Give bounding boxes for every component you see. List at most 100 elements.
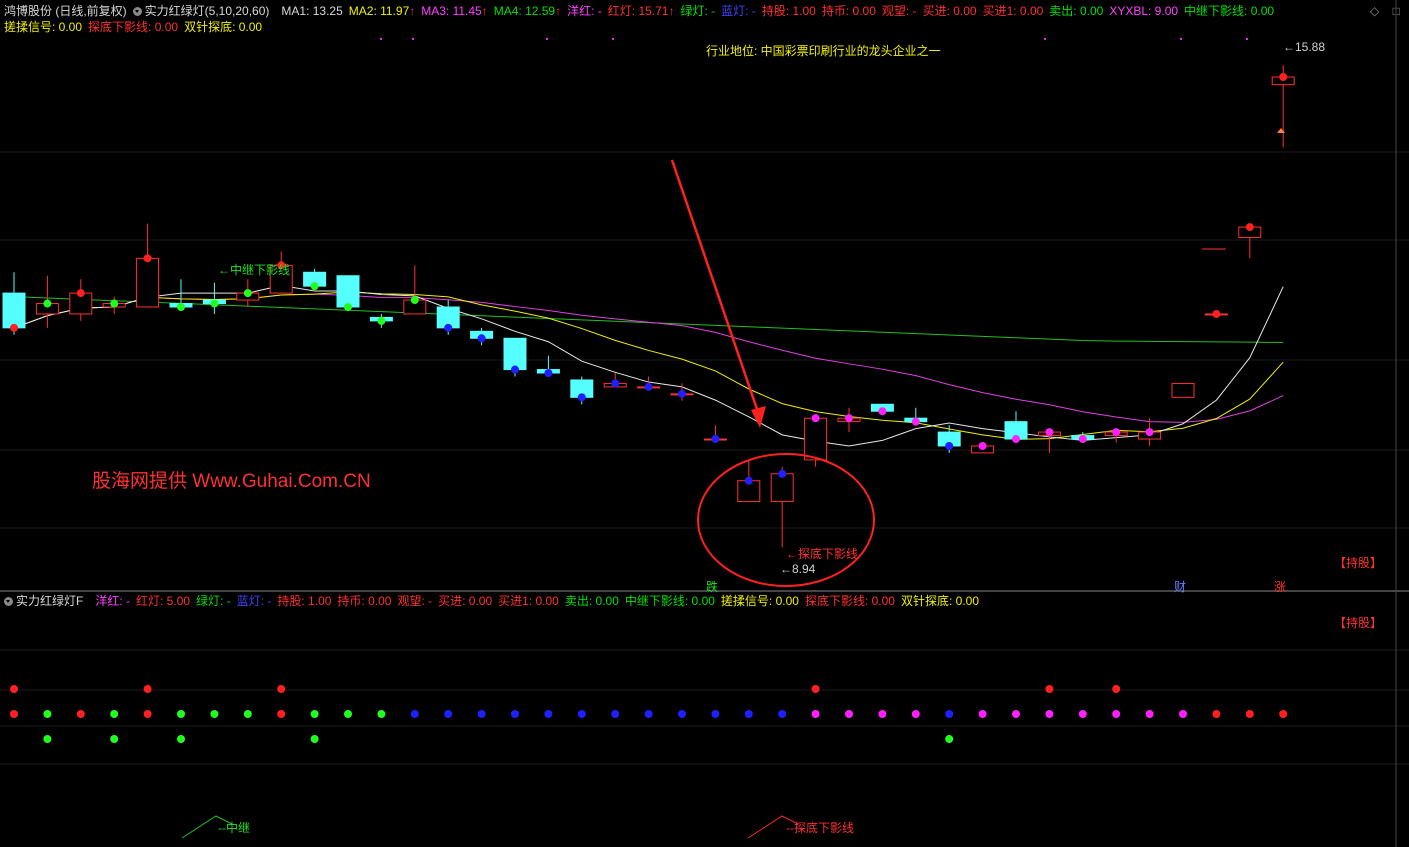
main-header: 鸿博股份 (日线,前复权) 实力红绿灯(5,10,20,60) MA1: 13.25… [4, 4, 1280, 18]
candle-dot [577, 393, 586, 402]
sub-dot-mid [1145, 710, 1154, 718]
sub-dot-mid [310, 710, 319, 718]
sub-zhongji-label: --中继 [218, 821, 250, 835]
sub-dot-mid [744, 710, 753, 718]
maijin-value: 买进: 0.00 [922, 4, 977, 18]
sub-dot-mid [945, 710, 954, 718]
main-chart[interactable] [0, 0, 1409, 592]
sub-dot-mid [43, 710, 52, 718]
sub-lvdeng: 绿灯: - [196, 594, 231, 608]
sub-dot-mid [845, 710, 853, 718]
marker-dot [1180, 38, 1182, 40]
candle-body [2, 292, 26, 329]
ma2-line [13, 291, 1284, 440]
marker-dot [1246, 38, 1248, 40]
sub-header: 实力红绿灯F 洋红: - 红灯: 5.00 绿灯: - 蓝灯: - 持股: 1.00 持币:… [4, 594, 985, 608]
sub-dot-mid [711, 710, 720, 718]
sub-indicator-name[interactable]: 实力红绿灯F [4, 594, 89, 608]
sub-dot-mid [577, 710, 586, 718]
sub-maijin1: 买进1: 0.00 [498, 594, 559, 608]
sub-dot-mid [778, 710, 787, 718]
candle-dot [911, 417, 920, 426]
candle-dot [477, 334, 486, 343]
chigu-value: 持股: 1.00 [761, 4, 816, 18]
ma4-value: MA4: 12.59↑ [493, 4, 562, 18]
tandi-annotation: ←探底下影线 [786, 547, 859, 561]
marker-dot [412, 38, 414, 40]
candle-dot [210, 299, 219, 308]
chibi-value: 持币: 0.00 [821, 4, 876, 18]
sub-grid [0, 592, 1409, 847]
dropdown-icon[interactable] [4, 597, 13, 606]
sub-dot-mid [644, 710, 653, 718]
sub-dot-mid [377, 710, 386, 718]
sub-dot-mid [978, 710, 987, 718]
candle-dot [811, 414, 820, 423]
overlay-annotations [670, 128, 1285, 587]
sub-zhongji: 中继下影线: 0.00 [624, 594, 715, 608]
sub-shuangzhen: 双针探底: 0.00 [900, 594, 980, 608]
sub-dot-mid [611, 710, 620, 718]
up-marker-icon [1277, 128, 1285, 133]
candle-dot [76, 289, 85, 298]
candle-dot [243, 289, 252, 298]
dropdown-icon[interactable] [132, 7, 142, 16]
main-header-row2: 搓揉信号: 0.00 探底下影线: 0.00 双针探底: 0.00 [4, 20, 268, 34]
sub-dot-mid [878, 710, 887, 718]
main-grid [0, 0, 1409, 592]
tandi-mark [747, 815, 799, 839]
candle-dots [10, 72, 1288, 485]
sub-dot-mid [1179, 710, 1187, 718]
sub-dot-mid [444, 710, 453, 718]
candle-body [136, 257, 160, 308]
sub-dot-mid [410, 710, 419, 718]
sub-tandi: 探底下影线: 0.00 [804, 594, 895, 608]
sub-chart[interactable] [0, 592, 1409, 847]
diamond-icon[interactable]: ◇ [1370, 4, 1380, 18]
sub-dot-mid [344, 710, 352, 718]
xyxbl-value: XYXBL: 9.00 [1109, 4, 1179, 18]
candle-dot [1078, 435, 1087, 444]
sub-landeng: 蓝灯: - [236, 594, 272, 608]
stock-title: 鸿博股份 (日线,前复权) [4, 4, 127, 18]
ma1-line [13, 284, 1284, 447]
industry-label: 行业地位: 中国彩票印刷行业的龙头企业之一 [706, 44, 941, 58]
candle-dot [1279, 72, 1288, 81]
red-arrow-icon [670, 159, 762, 419]
candle-dot [878, 407, 887, 416]
candle-dot [511, 365, 519, 374]
sub-dot-mid [1212, 710, 1221, 718]
up-arrow-icon: ↑ [481, 4, 488, 18]
candle-dot [945, 441, 954, 450]
sub-dot-mid [1112, 710, 1121, 718]
sub-dot-top [143, 685, 152, 693]
sub-dot-mid [678, 710, 686, 718]
sub-dot-bottom [945, 735, 954, 743]
sub-dot-mid [143, 710, 152, 718]
candle-dot [744, 476, 753, 485]
maichu-value: 卖出: 0.00 [1049, 4, 1104, 18]
sub-dot-mid [811, 710, 820, 718]
sub-dot-mid [243, 710, 252, 718]
candle-body [770, 473, 794, 503]
candle-dot [1012, 435, 1020, 444]
zhang-label: 涨 [1274, 580, 1287, 594]
sub-yanghong: 洋红: - [95, 594, 131, 608]
sub-dot-mid [76, 710, 85, 718]
tandi-value: 探底下影线: 0.00 [88, 20, 179, 34]
guanwang-value: 观望: - [881, 4, 917, 18]
candle-dot [644, 382, 653, 391]
chigu-badge: 【持股】 [1334, 556, 1383, 570]
candle-body [1171, 382, 1195, 398]
sub-cuorou: 搓揉信号: 0.00 [720, 594, 799, 608]
indicator-name[interactable]: 实力红绿灯(5,10,20,60) [132, 4, 276, 18]
sub-dot-mid [177, 710, 185, 718]
sub-hongdeng: 红灯: 5.00 [136, 594, 191, 608]
up-arrow-icon: ↑ [409, 4, 416, 18]
candle-dot [43, 299, 52, 308]
candle-dot [310, 282, 319, 291]
candle-dot [544, 369, 553, 378]
sub-chibi: 持币: 0.00 [337, 594, 392, 608]
ma-lines [13, 284, 1284, 447]
sub-maijin: 买进: 0.00 [438, 594, 493, 608]
